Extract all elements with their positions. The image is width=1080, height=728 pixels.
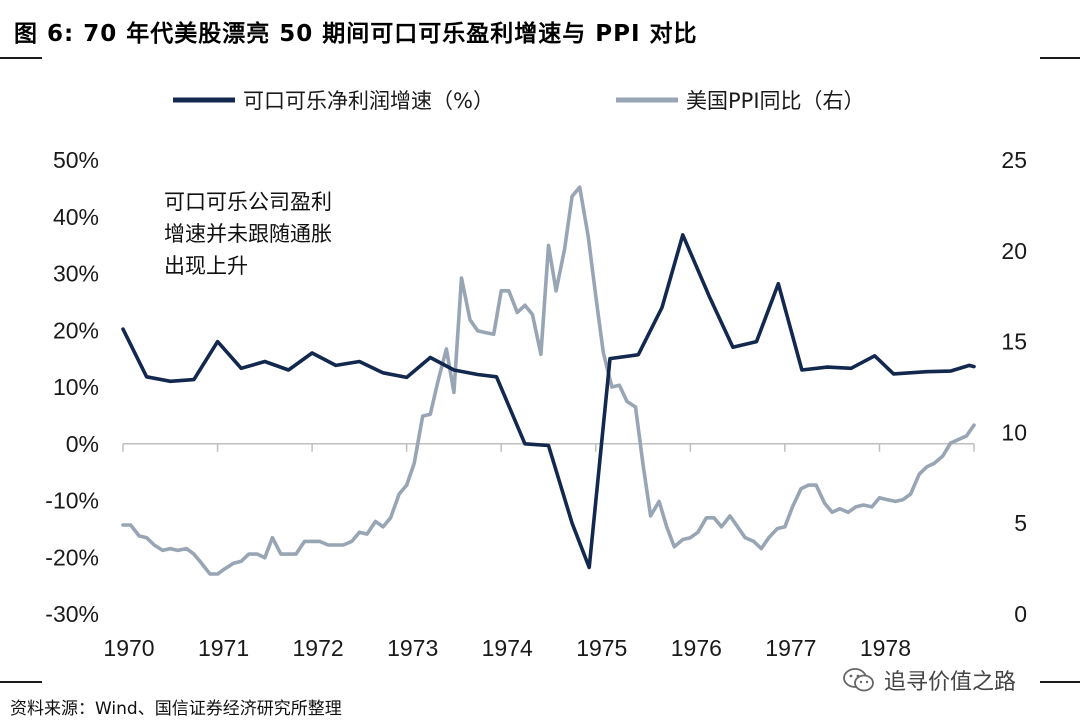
x-axis-tick-label: 1971 [198,635,249,661]
top-rule-left [0,57,42,59]
watermark: 追寻价值之路 [842,664,1016,696]
left-axis-tick-label: -30% [45,601,99,627]
right-axis-tick-label: 20 [1001,238,1027,264]
chart-annotation: 可口可乐公司盈利 增速并未跟随通胀 出现上升 [164,186,332,282]
left-axis-tick-label: 10% [53,374,99,400]
watermark-text: 追寻价值之路 [884,670,1017,695]
left-axis-tick-label: 50% [53,147,99,173]
left-axis-ticks: -30% -20% -10% 0% 10% 20% 30% 40% 50% [45,147,99,627]
left-axis-tick-label: -20% [45,544,99,570]
wechat-icon [843,668,874,692]
right-axis-tick-label: 5 [1014,510,1027,536]
right-axis-tick-label: 15 [1001,329,1027,355]
annotation-line: 可口可乐公司盈利 [164,190,332,214]
x-axis-tick-label: 1975 [576,635,627,661]
right-axis-ticks: 0 5 10 15 20 25 [1001,147,1027,627]
x-axis-tick-label: 1970 [103,635,154,661]
left-axis-tick-label: 20% [53,317,99,343]
legend-label-ppi: 美国PPI同比（右） [686,89,865,113]
left-axis-tick-label: 0% [66,431,99,457]
series-line-ppi [121,185,976,576]
x-axis-tick-label: 1978 [860,635,911,661]
x-axis-tick-label: 1976 [671,635,722,661]
annotation-line: 增速并未跟随通胀 [164,222,332,246]
annotation-line: 出现上升 [164,254,248,278]
x-axis-tick-label: 1973 [387,635,438,661]
series-layer [121,185,976,576]
top-rule-right [1040,57,1080,59]
right-axis-tick-label: 10 [1001,419,1027,445]
right-axis-tick-label: 25 [1001,147,1027,173]
figure-title: 图 6: 70 年代美股漂亮 50 期间可口可乐盈利增速与 PPI 对比 [14,21,698,47]
source-note: 资料来源：Wind、国信证券经济研究所整理 [10,699,342,719]
right-axis-tick-label: 0 [1014,601,1027,627]
left-axis-tick-label: 30% [53,261,99,287]
x-axis-tick-label: 1977 [765,635,816,661]
bottom-rule-right [1040,681,1080,683]
legend-label-profit-growth: 可口可乐净利润增速（%） [243,89,494,113]
x-axis-tick-label: 1972 [293,635,344,661]
series-line-profit-growth [121,233,976,570]
x-axis-ticks: 1970 1971 1972 1973 1974 1975 1976 1977 1978 [103,635,911,661]
left-axis-tick-label: 40% [53,204,99,230]
chart-legend: 可口可乐净利润增速（%） 美国PPI同比（右） [173,89,865,113]
left-axis-tick-label: -10% [45,488,99,514]
x-axis-tick-label: 1974 [482,635,533,661]
bottom-rule-left [0,681,42,683]
